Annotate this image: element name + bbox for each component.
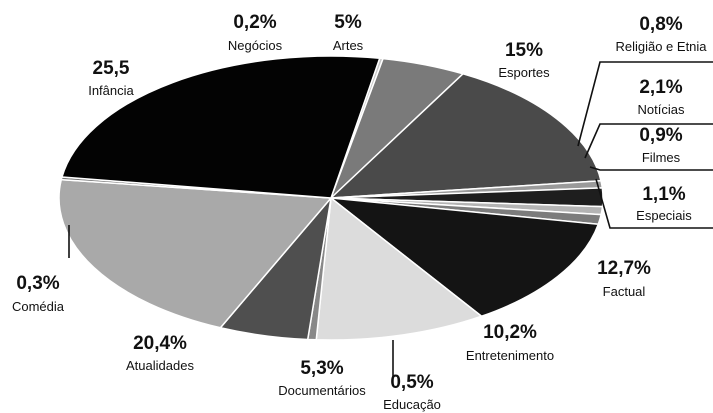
label-value-documentarios: 5,3% [300, 358, 343, 379]
label-value-noticias: 2,1% [639, 77, 682, 98]
pie-slice-esportes [328, 73, 602, 199]
leader-line-religiao [577, 61, 713, 147]
leader-line-especiais [595, 178, 713, 229]
label-name-entretenimento: Entretenimento [466, 348, 554, 363]
leader-line-noticias [584, 123, 713, 159]
pie-slice-atualidades [58, 178, 333, 329]
label-name-educacao: Educação [383, 397, 441, 412]
label-value-negocios: 0,2% [233, 12, 276, 33]
label-name-atualidades: Atualidades [126, 358, 194, 373]
label-value-comedia: 0,3% [16, 273, 59, 294]
label-name-negocios: Negócios [228, 38, 283, 53]
label-name-infancia: Infância [88, 83, 134, 98]
label-value-infancia: 25,5 [93, 58, 130, 79]
label-name-especiais: Especiais [636, 208, 692, 223]
label-value-especiais: 1,1% [642, 184, 685, 205]
label-value-factual: 12,7% [597, 258, 651, 279]
label-value-entretenimento: 10,2% [483, 322, 537, 343]
pie-slice-infancia [61, 55, 381, 199]
label-value-filmes: 0,9% [639, 125, 682, 146]
label-value-esportes: 15% [505, 40, 543, 61]
pie-slice-factual [328, 197, 600, 318]
leader-line-filmes [589, 166, 713, 171]
label-name-noticias: Notícias [638, 102, 685, 117]
label-name-esportes: Esportes [498, 65, 550, 80]
pie-slices [58, 55, 604, 341]
label-name-documentarios: Documentários [278, 383, 366, 398]
label-value-educacao: 0,5% [390, 372, 433, 393]
label-value-atualidades: 20,4% [133, 333, 187, 354]
label-name-comedia: Comédia [12, 299, 65, 314]
leader-lines [68, 61, 713, 378]
label-name-filmes: Filmes [642, 150, 681, 165]
label-name-factual: Factual [603, 284, 646, 299]
label-name-artes: Artes [333, 38, 364, 53]
label-name-religiao: Religião e Etnia [615, 39, 707, 54]
label-value-religiao: 0,8% [639, 14, 682, 35]
label-value-artes: 5% [334, 12, 362, 33]
pie-slice-entretenimento [315, 196, 484, 341]
